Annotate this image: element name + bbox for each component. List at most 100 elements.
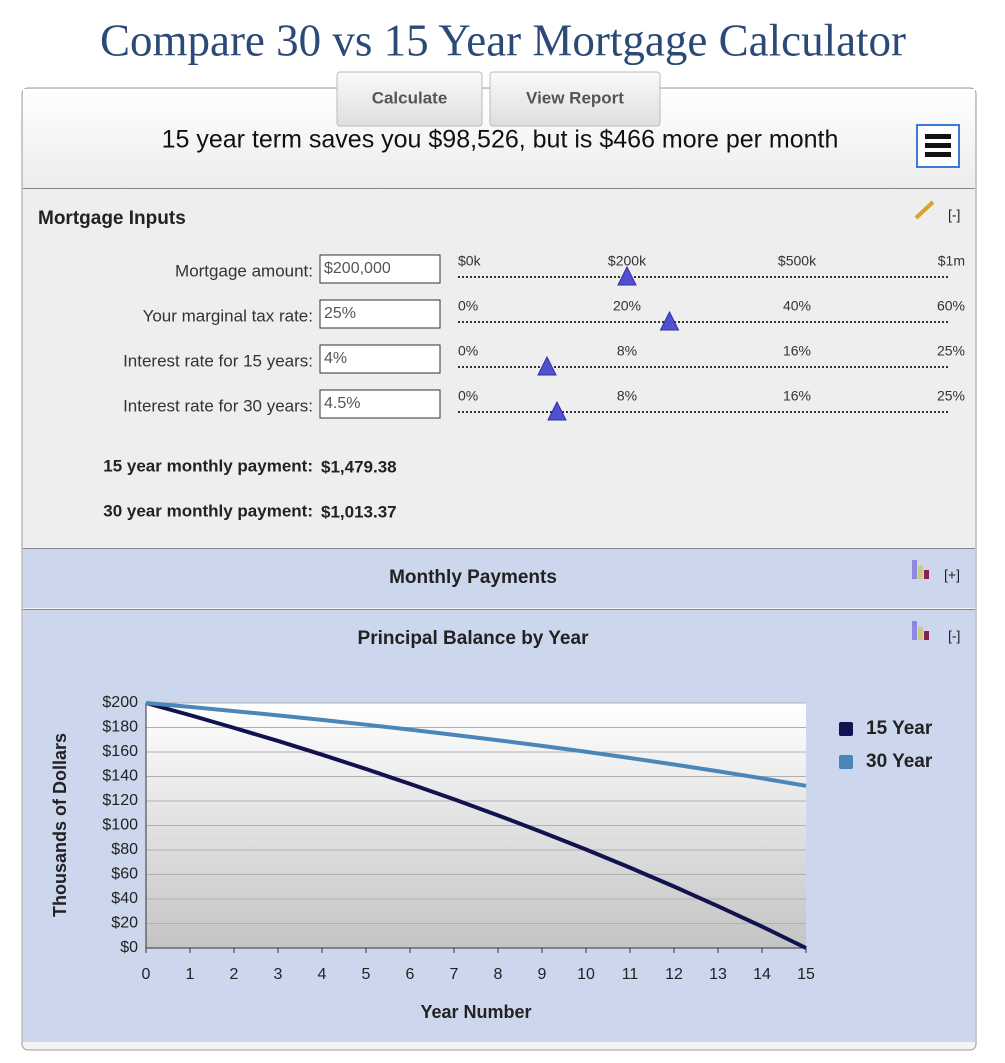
x-axis-title: Year Number (420, 1002, 531, 1022)
toggle[interactable]: [-] (948, 207, 960, 223)
summary: 15 year term saves you $98,526, but is $… (162, 126, 839, 154)
input-box[interactable] (319, 344, 441, 374)
x-tick-label: 13 (709, 966, 727, 983)
slider-tick-label: $200k (608, 253, 647, 269)
slider-tick-label: 60% (937, 298, 965, 314)
series-line (145, 701, 807, 788)
slider-tick-label: 16% (783, 388, 811, 404)
y-axis-title: Thousands of Dollars (50, 733, 70, 917)
slider-tick-label: 0% (458, 343, 478, 359)
y-tick-label: $60 (111, 866, 138, 883)
x-tick-label: 5 (362, 966, 371, 983)
monthly-bar (23, 549, 975, 608)
menu-bar[interactable] (925, 143, 951, 148)
slider-tick-label: 40% (783, 298, 811, 314)
x-tick-label: 3 (274, 966, 283, 983)
x-tick-label: 0 (142, 966, 151, 983)
toggle[interactable]: [+] (944, 567, 960, 583)
y-tick-label: $200 (102, 694, 138, 711)
edit-icon[interactable] (914, 200, 935, 220)
icon-bar[interactable] (918, 566, 923, 579)
slider-tick-label: 25% (937, 343, 965, 359)
y-tick-label: $40 (111, 890, 138, 907)
input-label: Your marginal tax rate: (143, 306, 313, 325)
slider-tick-label: $1m (938, 253, 965, 269)
slider-tick-label: 25% (937, 388, 965, 404)
chart-icon[interactable] (912, 621, 929, 640)
slider-thumb[interactable] (617, 265, 637, 286)
slider-tick-label: 8% (617, 388, 637, 404)
input-box[interactable] (319, 254, 441, 284)
input-value[interactable]: 4.5% (324, 395, 360, 412)
button[interactable] (336, 71, 483, 127)
icon-bar[interactable] (918, 627, 923, 640)
y-tick-label: $0 (120, 939, 138, 956)
menu-bar[interactable] (925, 152, 951, 157)
input-value[interactable]: $200,000 (324, 260, 391, 277)
y-tick-label: $80 (111, 841, 138, 858)
x-tick-label: 7 (450, 966, 459, 983)
inputs-area (23, 189, 975, 548)
y-tick-label: $100 (102, 817, 138, 834)
input-box[interactable] (319, 299, 441, 329)
y-tick-label: $20 (111, 915, 138, 932)
menu-bar[interactable] (925, 134, 951, 139)
icon-bar[interactable] (912, 560, 917, 579)
x-tick-label: 14 (753, 966, 771, 983)
x-tick-label: 15 (797, 966, 815, 983)
menu-button[interactable] (916, 124, 960, 168)
slider-tick-label: 8% (617, 343, 637, 359)
input-label: Interest rate for 15 years: (123, 351, 313, 370)
result-value: $1,479.38 (321, 457, 397, 476)
legend-label: 15 Year (866, 718, 933, 739)
input-label: Mortgage amount: (175, 261, 313, 280)
slider-tick-label: 16% (783, 343, 811, 359)
x-tick-label: 4 (318, 966, 327, 983)
input-label: Interest rate for 30 years: (123, 396, 313, 415)
input-box[interactable] (319, 389, 441, 419)
button-label[interactable]: Calculate (372, 88, 448, 107)
result-label: 30 year monthly payment: (103, 501, 313, 520)
icon-bar[interactable] (912, 621, 917, 640)
slider-tick-label: 0% (458, 388, 478, 404)
button[interactable] (489, 71, 661, 127)
legend-swatch (839, 755, 853, 769)
slider-tick-label: 20% (613, 298, 641, 314)
y-tick-label: $160 (102, 743, 138, 760)
input-value[interactable]: 25% (324, 305, 356, 322)
slider-thumb[interactable] (659, 310, 680, 331)
page-title: Compare 30 vs 15 Year Mortgage Calculato… (100, 15, 906, 65)
section-title: Principal Balance by Year (358, 628, 590, 649)
series-line (145, 701, 807, 950)
section-title: Mortgage Inputs (38, 208, 186, 229)
y-tick-label: $180 (102, 719, 138, 736)
slider-thumb[interactable] (547, 400, 567, 421)
y-tick-label: $140 (102, 768, 138, 785)
x-tick-label: 2 (230, 966, 239, 983)
icon-bar[interactable] (924, 631, 929, 640)
icon-bar[interactable] (924, 570, 929, 579)
button-label[interactable]: View Report (526, 88, 624, 107)
x-tick-label: 6 (406, 966, 415, 983)
legend-label: 30 Year (866, 751, 933, 772)
x-tick-label: 12 (665, 966, 683, 983)
y-tick-label: $120 (102, 792, 138, 809)
chart-icon[interactable] (912, 560, 929, 579)
slider-tick-label: 0% (458, 298, 478, 314)
slider-tick-label: $0k (458, 253, 482, 269)
slider-thumb[interactable] (537, 355, 557, 376)
input-value[interactable]: 4% (324, 350, 347, 367)
x-tick-label: 11 (622, 966, 639, 983)
x-tick-label: 9 (538, 966, 547, 983)
result-label: 15 year monthly payment: (103, 456, 313, 475)
result-value: $1,013.37 (321, 502, 397, 521)
toggle[interactable]: [-] (948, 628, 960, 644)
x-tick-label: 10 (577, 966, 595, 983)
x-tick-label: 1 (186, 966, 195, 983)
x-tick-label: 8 (494, 966, 503, 983)
slider-tick-label: $500k (778, 253, 817, 269)
section-title[interactable]: Monthly Payments (389, 567, 557, 588)
legend-swatch (839, 722, 853, 736)
